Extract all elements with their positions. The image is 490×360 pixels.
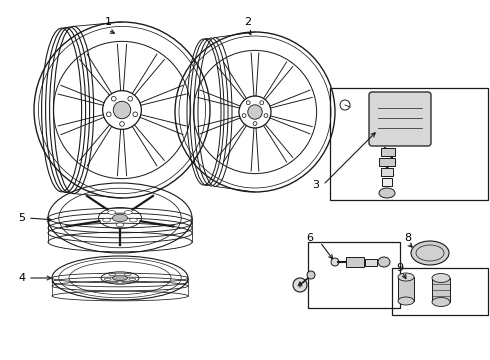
Bar bbox=[381, 168, 393, 176]
Ellipse shape bbox=[129, 218, 137, 222]
Text: 3: 3 bbox=[313, 180, 319, 190]
Bar bbox=[308, 242, 400, 308]
Ellipse shape bbox=[108, 211, 116, 214]
Ellipse shape bbox=[103, 218, 111, 222]
Ellipse shape bbox=[246, 101, 250, 105]
Ellipse shape bbox=[133, 112, 138, 117]
Ellipse shape bbox=[398, 273, 414, 281]
Text: 1: 1 bbox=[104, 17, 112, 27]
Ellipse shape bbox=[242, 114, 246, 117]
Ellipse shape bbox=[293, 278, 307, 292]
Ellipse shape bbox=[398, 297, 414, 305]
Ellipse shape bbox=[128, 96, 132, 101]
Ellipse shape bbox=[331, 258, 339, 266]
Text: 2: 2 bbox=[245, 17, 251, 27]
Text: 8: 8 bbox=[404, 233, 412, 243]
Bar bbox=[365, 259, 377, 266]
Ellipse shape bbox=[264, 114, 268, 117]
Bar bbox=[346, 257, 364, 267]
Ellipse shape bbox=[109, 274, 116, 276]
Ellipse shape bbox=[112, 96, 116, 101]
Text: 6: 6 bbox=[307, 233, 314, 243]
Ellipse shape bbox=[253, 122, 257, 125]
Bar bbox=[382, 178, 392, 186]
Ellipse shape bbox=[378, 257, 390, 267]
Ellipse shape bbox=[379, 188, 395, 198]
Bar bbox=[392, 268, 488, 315]
Ellipse shape bbox=[104, 278, 111, 280]
Bar bbox=[381, 148, 395, 156]
Ellipse shape bbox=[112, 214, 127, 222]
Ellipse shape bbox=[432, 297, 450, 306]
Ellipse shape bbox=[124, 274, 131, 276]
Text: 7: 7 bbox=[293, 280, 299, 290]
Ellipse shape bbox=[120, 122, 124, 126]
Ellipse shape bbox=[129, 278, 136, 280]
Ellipse shape bbox=[116, 223, 124, 227]
Ellipse shape bbox=[248, 105, 262, 119]
Bar bbox=[398, 277, 414, 301]
FancyBboxPatch shape bbox=[369, 92, 431, 146]
Ellipse shape bbox=[112, 275, 127, 280]
Bar bbox=[432, 278, 450, 302]
Ellipse shape bbox=[260, 101, 264, 105]
Ellipse shape bbox=[106, 112, 111, 117]
Text: 9: 9 bbox=[396, 263, 404, 273]
Bar bbox=[330, 88, 488, 200]
Ellipse shape bbox=[124, 211, 132, 214]
Text: 4: 4 bbox=[19, 273, 25, 283]
Ellipse shape bbox=[432, 274, 450, 283]
Ellipse shape bbox=[117, 281, 123, 283]
Ellipse shape bbox=[411, 241, 449, 265]
Bar bbox=[379, 158, 395, 166]
Ellipse shape bbox=[113, 101, 131, 119]
Text: 5: 5 bbox=[19, 213, 25, 223]
Ellipse shape bbox=[307, 271, 315, 279]
